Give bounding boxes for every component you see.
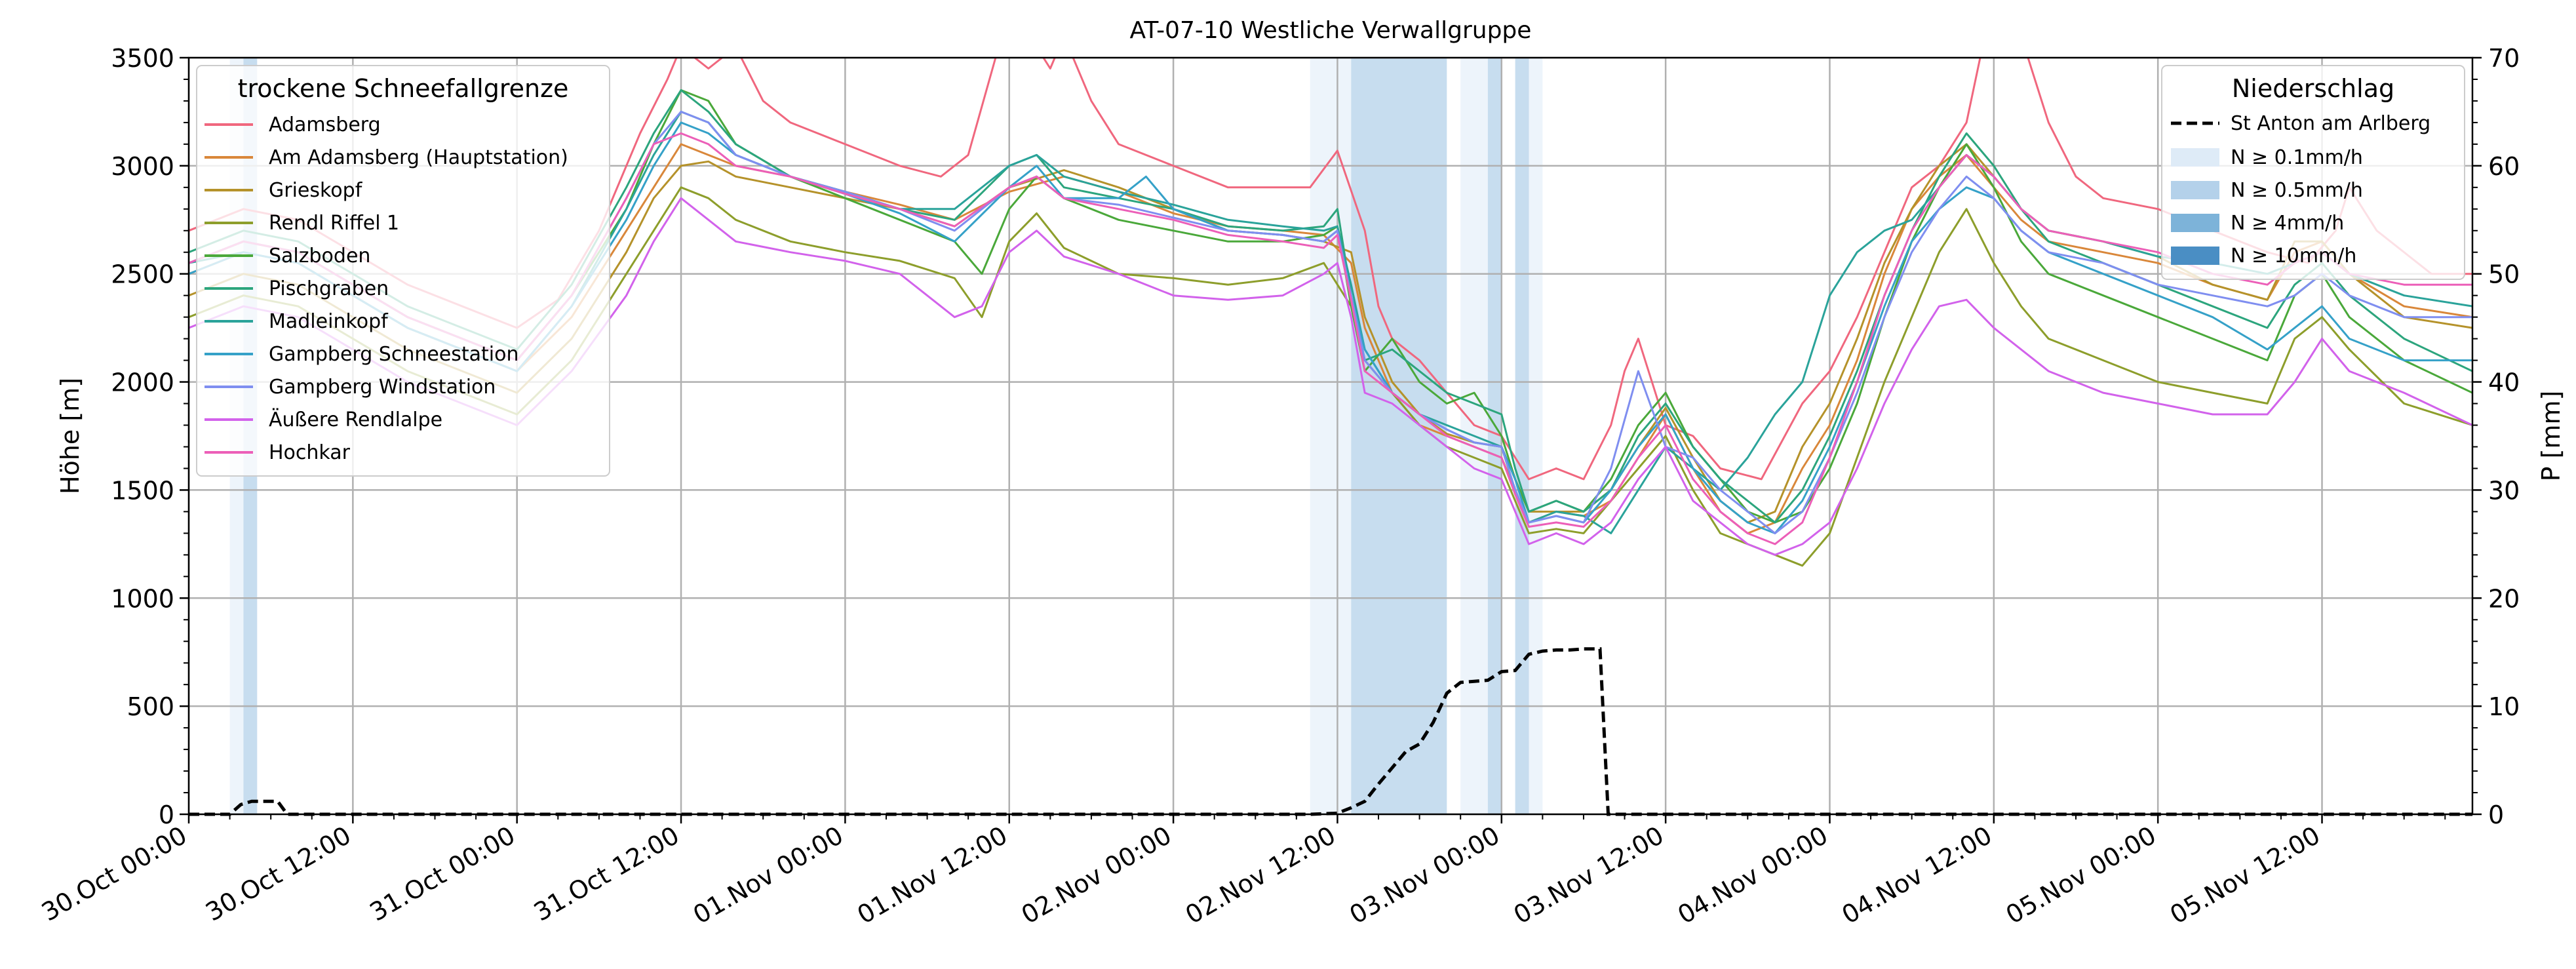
y-tick-label-6: 3000 [111,152,174,181]
legend-precip-line-label: St Anton am Arlberg [2231,112,2430,135]
x-tick-label-5: 01.Nov 12:00 [852,821,1012,930]
legend-snow: trockene Schneefallgrenze Adamsberg Am Ad… [196,65,610,477]
y2-axis-label: P [mm] [2537,391,2566,482]
precip-band-6 [1487,58,1502,814]
y2-tick-label-6: 60 [2488,152,2520,181]
x-tick-label-1: 30.Oct 12:00 [201,821,356,927]
legend-snow-label-4: Salzboden [269,245,370,267]
legend-snow-label-6: Madleinkopf [269,310,389,333]
legend-precip-band-label-2: N ≥ 4mm/h [2231,212,2344,235]
y2-tick-label-4: 40 [2488,368,2520,397]
x-tick-label-13: 05.Nov 12:00 [2165,821,2325,930]
legend-snow-label-8: Gampberg Windstation [269,376,496,399]
plot-frame [187,56,2474,816]
series-line-10 [189,132,2472,545]
legend-snow-label-5: Pischgraben [269,277,389,300]
y-tick-label-5: 2500 [111,260,174,289]
series-line-3 [189,186,2472,567]
legend-snow-label-9: Äußere Rendlalpe [269,408,442,431]
legend-snow-title: trockene Schneefallgrenze [238,74,569,103]
chart-title: AT-07-10 Westliche Verwallgruppe [1130,17,1532,44]
legend-snow-label-0: Adamsberg [269,113,381,136]
precip-series [189,647,2472,816]
legend-precip-band-swatch-3 [2171,247,2219,265]
legend-snow-box [196,65,610,477]
legend-precip-title: Niederschlag [2232,74,2394,103]
x-tick-label-3: 31.Oct 12:00 [529,821,684,927]
y-axis-label: Höhe [m] [56,378,85,494]
y-tick-label-3: 1500 [111,476,174,505]
x-tick-label-4: 01.Nov 00:00 [688,821,848,930]
x-tick-label-11: 04.Nov 12:00 [1837,821,1997,930]
legend-snow-label-7: Gampberg Schneestation [269,343,519,366]
legend-precip-band-label-0: N ≥ 0.1mm/h [2231,146,2363,169]
y-tick-label-7: 3500 [111,44,174,73]
legend-snow-label-10: Hochkar [269,441,351,464]
y2-tick-label-1: 10 [2488,692,2520,721]
x-tick-label-8: 03.Nov 00:00 [1344,821,1504,930]
precip-band-7 [1515,58,1529,814]
x-tick-label-10: 04.Nov 00:00 [1673,821,1833,930]
y-tick-label-0: 0 [159,801,174,829]
series-line-0 [189,58,2472,481]
series-line-9 [189,197,2472,556]
precip-line [189,647,2472,816]
legend-precip-band-swatch-0 [2171,148,2219,167]
x-tick-label-0: 30.Oct 00:00 [37,821,192,927]
y2-tick-label-2: 20 [2488,584,2520,613]
snowline-series [189,58,2472,567]
y2-tick-label-3: 30 [2488,476,2520,505]
legend-snow-label-3: Rendl Riffel 1 [269,212,399,235]
legend-snow-label-1: Am Adamsberg (Hauptstation) [269,146,568,169]
y-tick-label-1: 500 [127,692,174,721]
series-line-5 [189,89,2472,524]
legend-precip-band-swatch-1 [2171,181,2219,199]
legend-precip: Niederschlag St Anton am Arlberg N ≥ 0.1… [2161,65,2465,280]
x-tick-label-2: 31.Oct 00:00 [365,821,520,927]
legend-precip-band-label-3: N ≥ 10mm/h [2231,245,2356,267]
y2-tick-label-7: 70 [2488,44,2520,73]
precip-band-8 [1529,58,1543,814]
legend-precip-band-swatch-2 [2171,214,2219,232]
legend-snow-label-2: Grieskopf [269,179,363,202]
y-tick-label-4: 2000 [111,368,174,397]
legend-snow-items: Adamsberg Am Adamsberg (Hauptstation) Grie… [205,113,568,464]
y2-tick-label-5: 50 [2488,260,2520,289]
legend-precip-box [2161,65,2465,280]
x-tick-label-12: 05.Nov 00:00 [2001,821,2161,930]
legend-precip-band-items: N ≥ 0.1mm/h N ≥ 0.5mm/h N ≥ 4mm/h N ≥ 10mm/… [2171,146,2363,267]
x-tick-label-7: 02.Nov 12:00 [1181,821,1340,930]
x-tick-label-9: 03.Nov 12:00 [1509,821,1669,930]
precip-band-2 [1310,58,1338,814]
legend-precip-band-label-1: N ≥ 0.5mm/h [2231,179,2363,202]
x-tick-label-6: 02.Nov 00:00 [1017,821,1177,930]
y2-tick-label-0: 0 [2488,801,2504,829]
precip-band-4 [1351,58,1447,814]
y-tick-label-2: 1000 [111,584,174,613]
series-line-8 [189,110,2472,534]
